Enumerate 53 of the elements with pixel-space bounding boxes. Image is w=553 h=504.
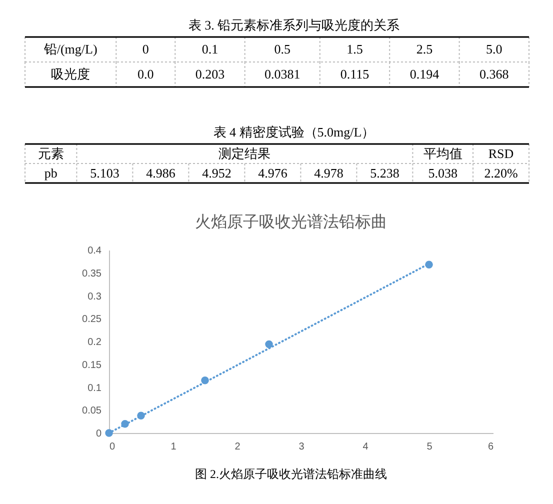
point [121, 420, 129, 428]
text: 2.20% [484, 165, 518, 180]
y-tick-label: 0 [96, 428, 102, 440]
text: 4.952 [202, 165, 232, 180]
x-tick-label: 0 [110, 442, 116, 452]
chart-title: 火焰原子吸收光谱法铅标曲 [195, 213, 387, 231]
text: 0.5 [274, 42, 290, 56]
point [201, 376, 209, 384]
text: 5.103 [90, 165, 120, 180]
y-tick-label: 0.05 [82, 406, 102, 417]
point [265, 340, 273, 348]
y-tick-label: 0.4 [88, 246, 102, 256]
text: 4.986 [146, 165, 176, 180]
text: 5.038 [428, 165, 458, 180]
text: 吸光度 [51, 66, 90, 82]
x-tick-label: 5 [426, 442, 433, 452]
x-tick-label: 1 [170, 442, 177, 452]
y-tick-label: 0.25 [82, 314, 102, 326]
text: 4.978 [314, 165, 344, 180]
text: 表 4 精密度试验（5.0mg/L） [213, 124, 375, 140]
y-tick-label: 0.3 [88, 291, 102, 302]
y-tick-label: 0.1 [88, 382, 102, 394]
text: 2.5 [416, 42, 433, 56]
text: 0.115 [340, 66, 370, 82]
text: 铅/(mg/L) [44, 42, 98, 56]
y-tick-label: 0.2 [88, 337, 102, 348]
x-tick-label: 4 [362, 442, 369, 452]
x-tick-label: 6 [488, 442, 494, 452]
x-tick-label: 3 [298, 442, 305, 452]
text: 0.0 [138, 66, 154, 82]
text: 0.194 [410, 66, 440, 82]
text: 测定结果 [218, 146, 271, 161]
text: 0 [142, 42, 149, 56]
text: 元素 [38, 146, 64, 161]
point [425, 260, 433, 269]
text: RSD [488, 146, 514, 161]
x-tick-label: 2 [234, 442, 241, 452]
text: 5.238 [370, 165, 400, 180]
point [137, 412, 145, 420]
point [105, 429, 113, 437]
text: 0.203 [195, 66, 225, 82]
text: 平均值 [423, 146, 462, 161]
y-tick-label: 0.35 [82, 268, 102, 280]
text: 1.5 [346, 42, 363, 56]
text: 4.976 [258, 165, 288, 180]
text: 0.1 [202, 42, 218, 56]
text: pb [44, 165, 58, 180]
text: 0.0381 [264, 66, 300, 82]
y-tick-label: 0.15 [82, 360, 102, 371]
text: 0.368 [480, 66, 509, 82]
text: 表 3. 铅元素标准系列与吸光度的关系 [188, 17, 400, 32]
text: 5.0 [486, 42, 502, 56]
caption: 图 2.火焰原子吸收光谱法铅标准曲线 [195, 467, 387, 481]
